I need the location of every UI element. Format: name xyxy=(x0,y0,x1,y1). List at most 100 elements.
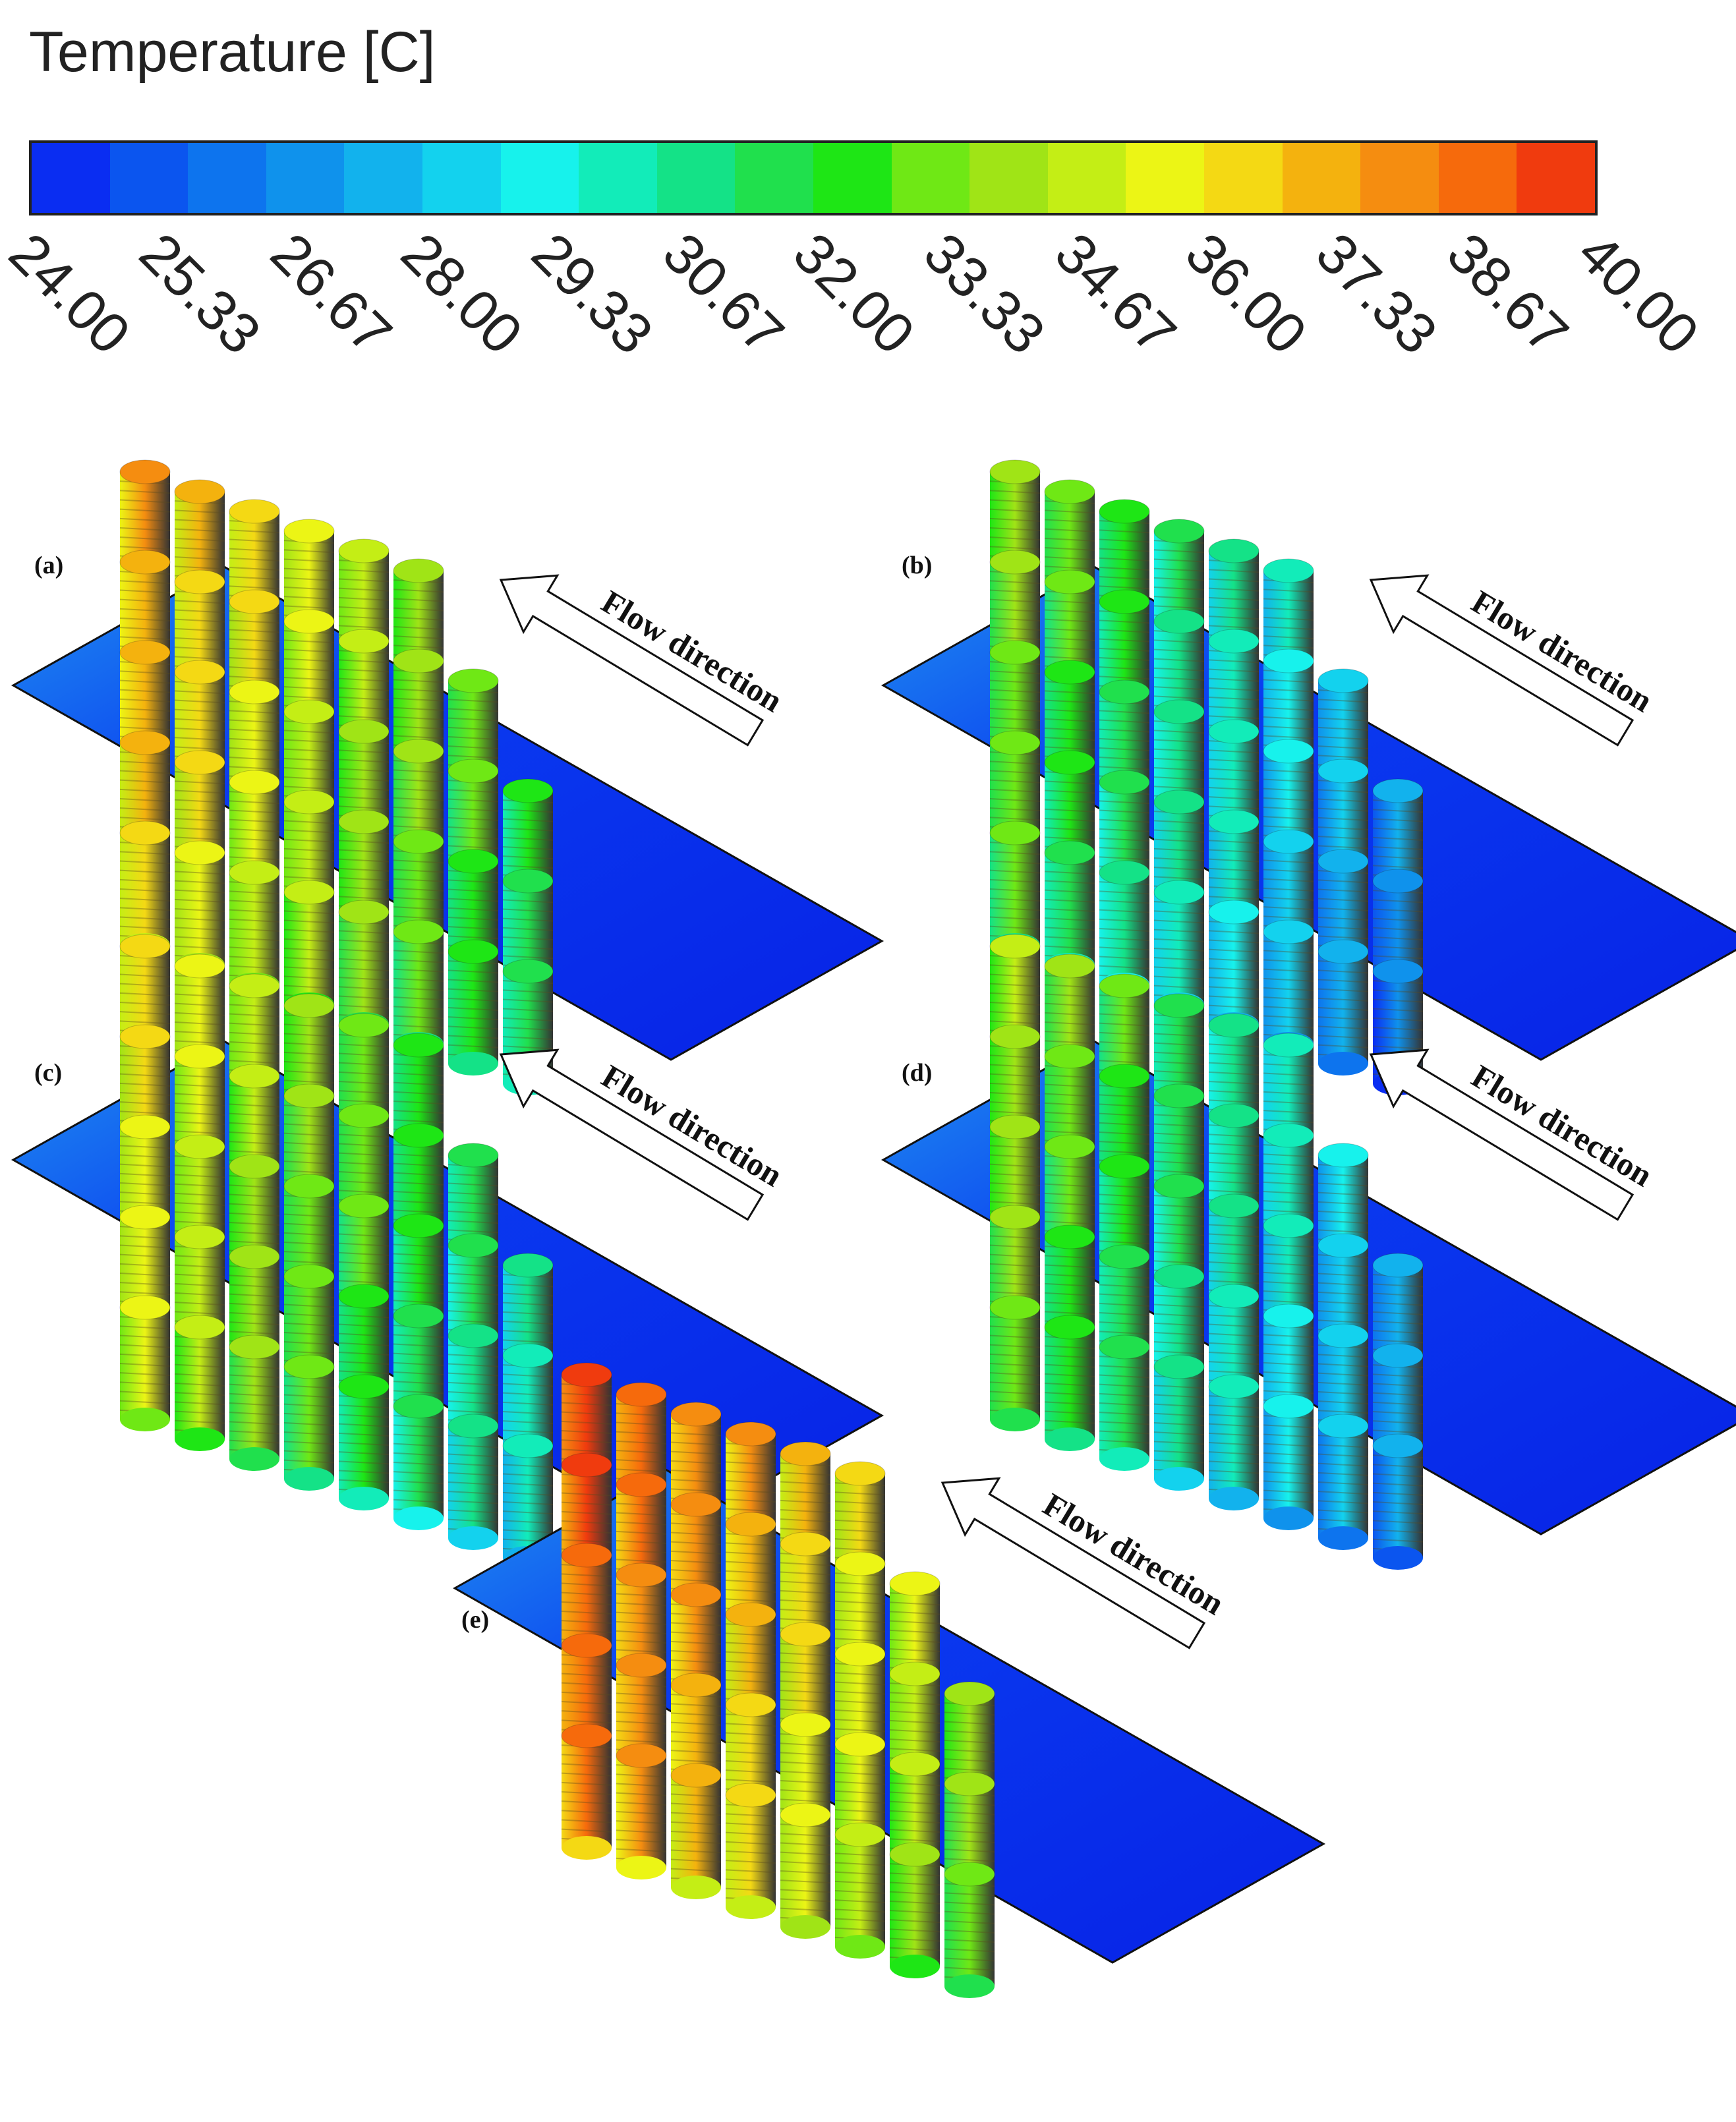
pin-fin-fin xyxy=(1263,769,1314,774)
pin-fin-fin xyxy=(1263,1424,1314,1429)
pin-fin-fin xyxy=(1263,1452,1314,1456)
pin-fin-fin xyxy=(725,1499,776,1503)
pin-fin-top xyxy=(283,519,335,544)
pin-fin-fin xyxy=(889,1748,940,1752)
pin-fin-fin xyxy=(502,846,554,850)
pin-fin-fin xyxy=(338,1314,390,1319)
pin-fin-fin xyxy=(1153,695,1205,700)
pin-fin-fin xyxy=(725,1598,776,1603)
pin-fin-fin xyxy=(338,659,390,664)
pin-fin-fin xyxy=(780,1742,831,1747)
pin-fin-fin xyxy=(448,798,499,803)
pin-fin-fin xyxy=(283,648,335,653)
pin-fin-fin xyxy=(1263,968,1314,973)
pin-fin-fin xyxy=(174,1164,225,1169)
pin-fin-fin xyxy=(725,1750,776,1755)
pin-fin-fin xyxy=(1263,626,1314,630)
pin-fin-fin xyxy=(448,1400,499,1405)
pin-fin-fin xyxy=(448,789,499,793)
pin-fin-fin xyxy=(889,1710,940,1715)
pin-fin-fin xyxy=(174,609,225,614)
pin-fin-fin xyxy=(119,770,171,774)
pin-fin-fin xyxy=(1099,1041,1150,1045)
pin-fin-fin xyxy=(1044,1083,1095,1088)
pin-fin-fin xyxy=(1044,1392,1095,1396)
pin-fin-fin xyxy=(448,826,499,830)
pin-fin-fin xyxy=(174,799,225,803)
pin-fin-fin xyxy=(1263,1209,1314,1214)
pin-fin-fin xyxy=(1208,1470,1259,1474)
pin-fin-fin xyxy=(1317,1400,1369,1405)
pin-fin-fin xyxy=(174,889,225,894)
pin-fin-fin xyxy=(393,778,444,783)
pin-fin-fin xyxy=(944,1802,995,1806)
pin-fin-fin xyxy=(989,717,1041,722)
flow-direction-arrow: Flow direction xyxy=(499,574,789,747)
pin-fin-fin xyxy=(1099,1312,1150,1316)
pin-fin-top xyxy=(119,550,171,575)
pin-fin-base xyxy=(284,1467,334,1491)
pin-fin-fin xyxy=(174,718,225,722)
pin-fin-fin xyxy=(338,749,390,754)
pin-fin-fin xyxy=(989,1263,1041,1267)
pin-fin-fin xyxy=(338,578,390,583)
pin-fin-fin xyxy=(834,1781,886,1785)
pin-fin-fin xyxy=(229,1374,280,1379)
pin-fin-fin xyxy=(1044,1354,1095,1359)
pin-fin-fin xyxy=(1153,1061,1205,1065)
pin-fin-top xyxy=(1263,1394,1314,1419)
pin-fin-fin xyxy=(1153,567,1205,572)
pin-fin-fin xyxy=(670,1858,722,1863)
pin-fin-fin xyxy=(393,645,444,649)
pin-fin-fin xyxy=(670,1640,722,1645)
pin-fin-fin xyxy=(889,1791,940,1796)
pin-fin-fin xyxy=(725,1561,776,1565)
pin-fin-fin xyxy=(283,1161,335,1165)
pin-fin-base xyxy=(562,1836,612,1860)
pin-fin-fin xyxy=(1263,616,1314,621)
pin-fin-top xyxy=(1263,919,1314,944)
pin-fin-top xyxy=(283,789,335,815)
pin-fin-body xyxy=(1373,1446,1423,1558)
pin-fin-fin xyxy=(393,1063,444,1068)
pin-fin-base xyxy=(616,1856,666,1879)
pin-fin-fin xyxy=(616,1683,667,1688)
pin-fin-fin xyxy=(283,658,335,662)
pin-fin-fin xyxy=(338,1261,390,1265)
pin-fin-fin xyxy=(338,768,390,772)
pin-fin-fin xyxy=(1099,1430,1150,1435)
pin-fin-fin xyxy=(229,666,280,671)
pin-fin-top xyxy=(448,1414,499,1439)
colorbar-segment xyxy=(891,143,970,213)
pin-fin-top xyxy=(1153,1083,1205,1108)
pin-fin-top xyxy=(229,1244,280,1269)
pin-fin-top xyxy=(1263,829,1314,854)
pin-fin-fin xyxy=(502,1302,554,1306)
pin-fin-fin xyxy=(448,926,499,931)
pin-fin-fin xyxy=(1263,816,1314,820)
pin-fin-fin xyxy=(229,1132,280,1135)
pin-fin-fin xyxy=(725,1779,776,1783)
pin-fin-fin xyxy=(502,827,554,832)
pin-fin-fin xyxy=(1317,708,1369,712)
pin-fin-fin xyxy=(725,1489,776,1493)
pin-fin-top xyxy=(1317,849,1369,874)
pin-fin-fin xyxy=(338,1342,390,1346)
pin-fin-fin xyxy=(448,879,499,884)
pin-fin-fin xyxy=(229,585,280,590)
pin-fin-fin xyxy=(1263,878,1314,882)
pin-fin-body xyxy=(562,1736,612,1848)
pin-fin-fin xyxy=(393,1433,444,1438)
pin-fin-fin xyxy=(174,1345,225,1350)
pin-fin-fin xyxy=(1317,798,1369,803)
pin-fin-fin xyxy=(283,558,335,563)
pin-fin-fin xyxy=(448,1491,499,1495)
pin-fin-fin xyxy=(725,1822,776,1827)
pin-fin-fin xyxy=(989,627,1041,631)
pin-fin-body xyxy=(339,1387,389,1499)
pin-fin-fin xyxy=(338,1004,390,1009)
pin-fin-base xyxy=(393,1506,444,1530)
pin-fin-fin xyxy=(1317,726,1369,731)
pin-fin-fin xyxy=(283,1070,335,1075)
pin-fin-fin xyxy=(338,995,390,1000)
